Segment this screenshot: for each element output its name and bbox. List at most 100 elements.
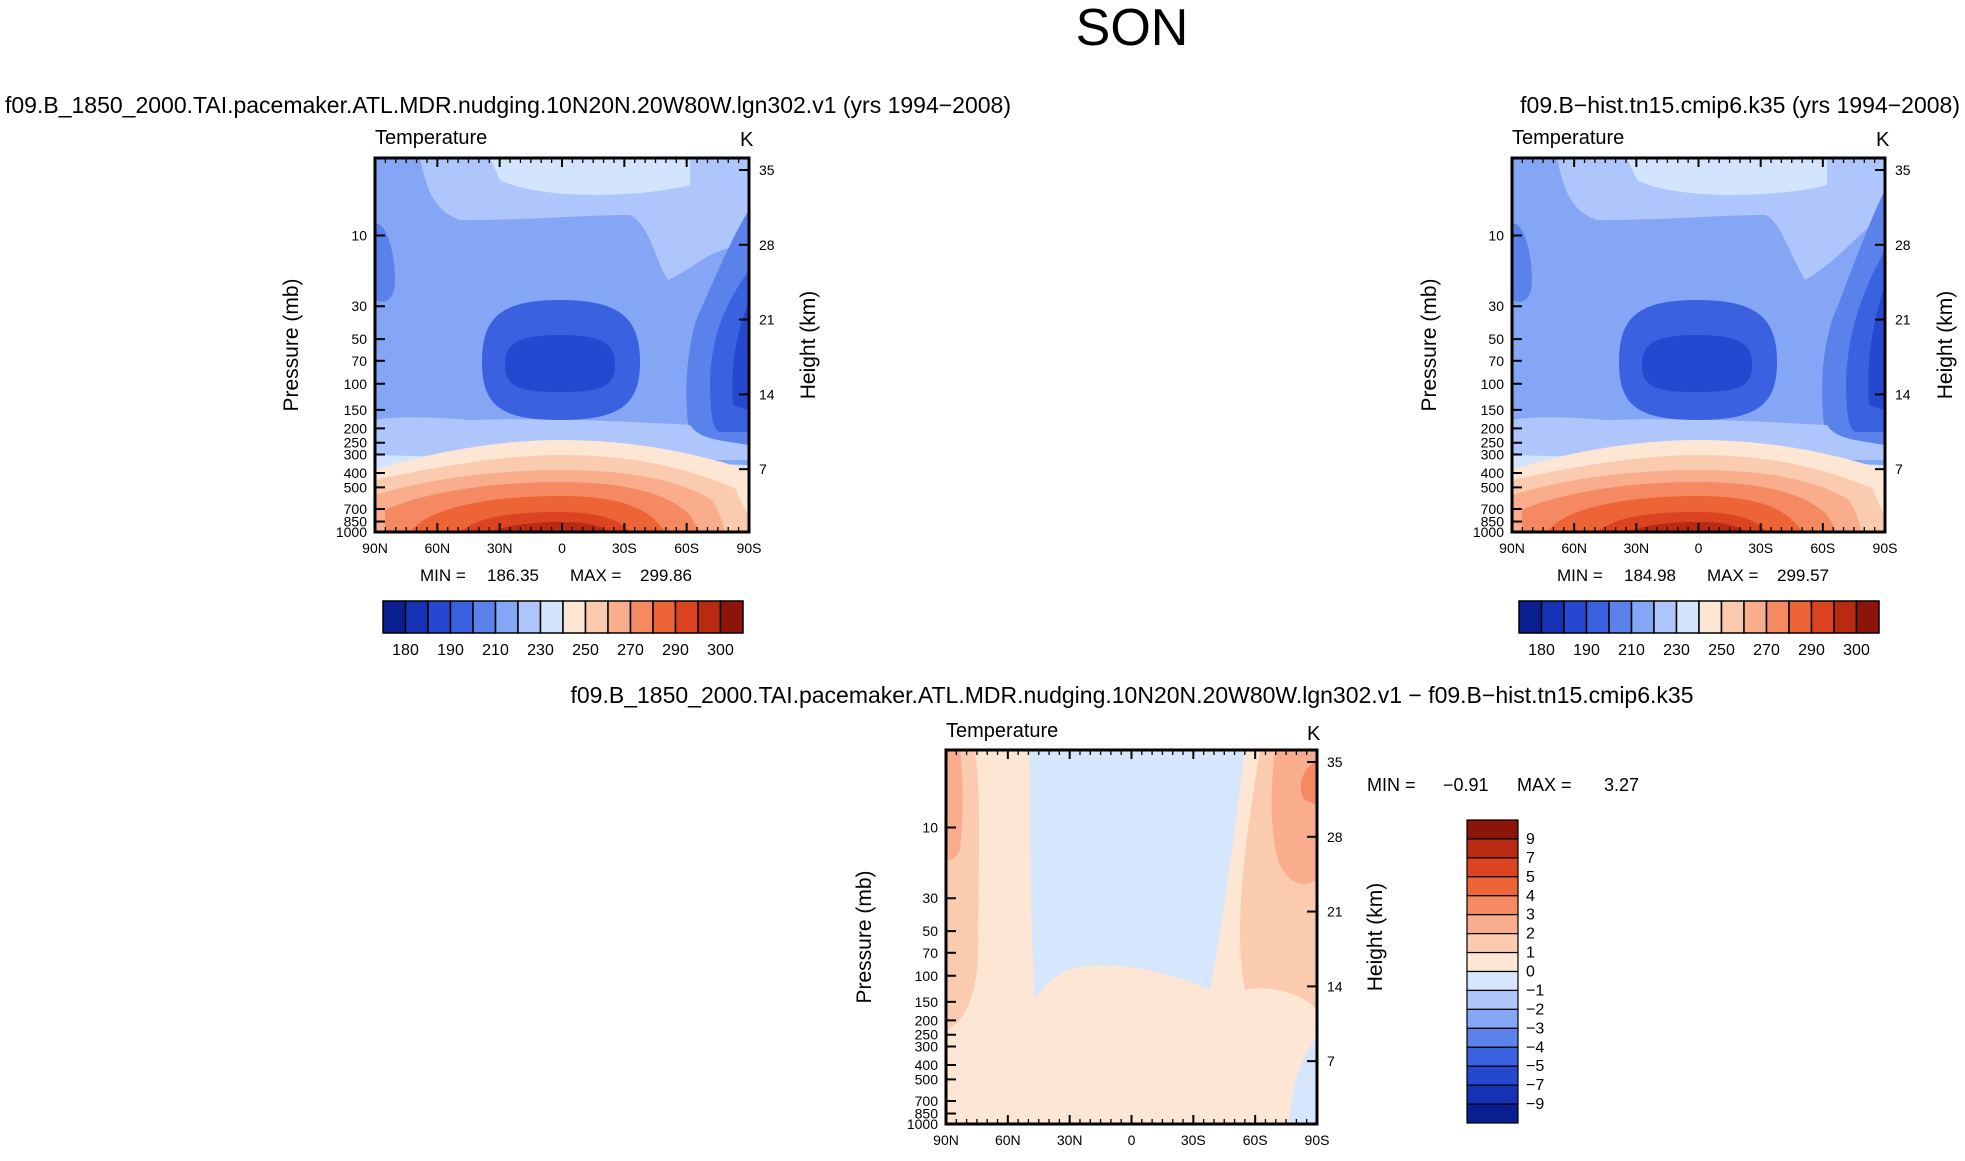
x-tick-label: 30S: [1748, 540, 1773, 556]
panel-3-axis-ticks: 90N 60N 30N 0 30S 60S 90S103050701001502002503…: [907, 750, 1343, 1148]
colorbar-swatch: [607, 600, 632, 634]
y-tick-label: 400: [344, 465, 368, 481]
panel-3-max-label: MAX =: [1517, 775, 1572, 795]
panel-1-max-value: 299.86: [640, 566, 692, 585]
colorbar-label: 230: [1663, 642, 1690, 659]
colorbar-swatch: [1788, 600, 1813, 634]
colorbar-swatch: [1466, 819, 1519, 840]
contour-fill-left-cold: [375, 223, 395, 302]
x-tick-label: 60N: [995, 1132, 1021, 1148]
panel-2-max-value: 299.57: [1777, 566, 1829, 585]
height-tick-label: 35: [1327, 754, 1343, 770]
x-tick-label: 90N: [933, 1132, 959, 1148]
panel-2-variable-label: Temperature: [1512, 127, 1624, 149]
colorbar-swatch: [1466, 951, 1519, 973]
colorbar-swatch: [404, 600, 429, 634]
colorbar-swatch: [1466, 970, 1519, 992]
contour-fill-neg-center: [1030, 750, 1245, 1000]
panel-3-min-value: −0.91: [1443, 775, 1489, 795]
y-tick-label: 100: [915, 968, 939, 984]
colorbar-swatch: [1466, 914, 1519, 935]
panel-3-ylabel-right: Height (km): [1364, 883, 1387, 992]
y-tick-label: 100: [344, 376, 368, 392]
height-tick-label: 14: [1327, 978, 1343, 994]
colorbar-label: −7: [1526, 1077, 1544, 1094]
colorbar-swatch: [652, 600, 677, 634]
height-tick-label: 35: [1895, 162, 1911, 178]
panel-2-contour-field: [1512, 158, 1885, 532]
x-tick-label: 0: [1128, 1132, 1136, 1148]
colorbar-label: 4: [1526, 888, 1535, 905]
colorbar-swatch: [697, 600, 722, 634]
page-title: SON: [1076, 0, 1189, 57]
colorbar-swatch: [517, 600, 542, 634]
y-tick-label: 70: [922, 945, 938, 961]
colorbar-label: −1: [1526, 982, 1544, 999]
height-tick-label: 21: [759, 312, 775, 328]
colorbar-label: 210: [482, 642, 509, 659]
panel-3-ylabel: Pressure (mb): [853, 870, 876, 1003]
colorbar-label: −3: [1526, 1020, 1544, 1037]
panel-2-min-value: 184.98: [1624, 566, 1676, 585]
colorbar-label: 190: [1573, 642, 1600, 659]
panel-3-contour-field: [946, 750, 1317, 1124]
colorbar-swatch: [472, 600, 497, 634]
height-tick-label: 7: [1327, 1053, 1335, 1069]
y-tick-label: 70: [351, 353, 367, 369]
colorbar-label: 300: [707, 642, 734, 659]
x-tick-label: 90N: [1499, 540, 1525, 556]
panel-1-ylabel: Pressure (mb): [280, 278, 303, 411]
colorbar-swatch: [629, 600, 654, 634]
y-tick-label: 700: [915, 1093, 939, 1109]
y-tick-label: 1000: [1473, 524, 1504, 540]
y-tick-label: 250: [915, 1027, 939, 1043]
panel-3-variable-label: Temperature: [946, 720, 1058, 742]
colorbar-label: 290: [662, 642, 689, 659]
y-tick-label: 150: [1481, 402, 1505, 418]
x-tick-label: 60S: [1810, 540, 1835, 556]
y-tick-label: 250: [1481, 435, 1505, 451]
y-tick-label: 850: [1481, 514, 1505, 530]
panel-1-unit-label: K: [740, 129, 754, 151]
y-tick-label: 250: [344, 435, 368, 451]
contour-fill-tropical-cold-2: [505, 335, 615, 392]
colorbar-label: −5: [1526, 1058, 1544, 1075]
colorbar-label: 210: [1618, 642, 1645, 659]
contour-fill-left-cold: [1512, 223, 1532, 302]
y-tick-label: 400: [1481, 465, 1505, 481]
panel-2-max-label: MAX =: [1707, 566, 1759, 585]
colorbar-swatch: [1466, 857, 1519, 878]
height-tick-label: 28: [1327, 829, 1343, 845]
x-tick-label: 90S: [737, 540, 762, 556]
colorbar-label: 3: [1526, 907, 1535, 924]
panel-2-ylabel-right: Height (km): [1934, 291, 1957, 400]
colorbar-swatch: [1466, 895, 1519, 916]
panel-1-variable-label: Temperature: [375, 127, 487, 149]
colorbar-swatch: [584, 600, 609, 634]
colorbar-label: 250: [1708, 642, 1735, 659]
contour-fill-top: [1627, 158, 1827, 195]
contour-fill-tropical-cold-2: [1642, 335, 1752, 392]
y-tick-label: 850: [344, 514, 368, 530]
colorbar-swatch: [1810, 600, 1835, 634]
panel-2-ylabel: Pressure (mb): [1418, 278, 1441, 411]
colorbar-label: 5: [1526, 869, 1535, 886]
height-tick-label: 7: [1895, 461, 1903, 477]
x-tick-label: 0: [1695, 540, 1703, 556]
y-tick-label: 500: [915, 1071, 939, 1087]
y-tick-label: 30: [922, 890, 938, 906]
colorbar-label: 230: [527, 642, 554, 659]
height-tick-label: 14: [759, 386, 775, 402]
colorbar-swatch: [1608, 600, 1633, 634]
colorbar-label: 0: [1526, 964, 1535, 981]
colorbar-label: 1: [1526, 945, 1535, 962]
panel-2-title: f09.B−hist.tn15.cmip6.k35 (yrs 1994−2008…: [1520, 92, 1960, 118]
contour-fill-left-warm-2: [946, 750, 963, 860]
x-tick-label: 30N: [1623, 540, 1649, 556]
y-tick-label: 150: [344, 402, 368, 418]
y-tick-label: 200: [344, 420, 368, 436]
y-tick-label: 200: [1481, 420, 1505, 436]
panel-3-title: f09.B_1850_2000.TAI.pacemaker.ATL.MDR.nu…: [571, 682, 1694, 708]
panel-3-max-value: 3.27: [1604, 775, 1639, 795]
colorbar-swatch: [1743, 600, 1768, 634]
